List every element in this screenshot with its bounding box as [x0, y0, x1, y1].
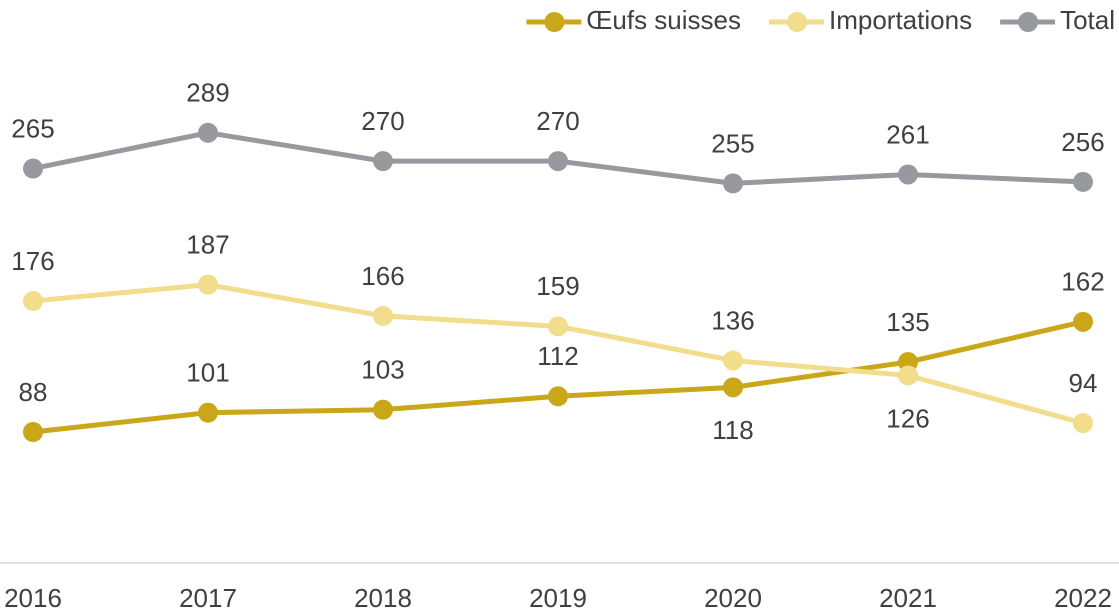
data-label: 101: [186, 358, 229, 388]
legend-marker: [787, 12, 807, 32]
point: [548, 386, 568, 407]
data-label: 88: [19, 377, 48, 407]
data-label: 135: [886, 307, 929, 337]
point: [723, 377, 743, 398]
data-label: 270: [536, 106, 579, 136]
data-label: 265: [11, 113, 54, 143]
data-label: 255: [711, 128, 754, 158]
data-label: 112: [537, 341, 578, 371]
point: [723, 173, 743, 194]
point: [23, 158, 43, 179]
x-tick-label: 2020: [704, 583, 762, 613]
x-tick-label: 2018: [354, 583, 412, 613]
point: [898, 365, 918, 386]
data-label: 118: [712, 415, 753, 445]
data-label: 162: [1061, 267, 1104, 297]
data-label: 289: [186, 78, 229, 108]
point: [1073, 413, 1093, 434]
point: [723, 350, 743, 371]
point: [373, 305, 393, 326]
data-label: 126: [886, 403, 929, 433]
point: [23, 422, 43, 443]
point: [23, 291, 43, 312]
point: [198, 402, 218, 423]
legend-label: Importations: [829, 5, 972, 35]
point: [548, 316, 568, 337]
data-label: 187: [186, 230, 229, 260]
x-tick-label: 2016: [4, 583, 62, 613]
data-label: 270: [361, 106, 404, 136]
data-label: 136: [711, 305, 754, 335]
data-label: 256: [1061, 127, 1104, 157]
legend-label: Œufs suisses: [586, 5, 741, 35]
legend-marker: [1018, 12, 1039, 32]
data-label: 166: [361, 261, 404, 291]
legend-marker: [544, 12, 565, 32]
point: [373, 151, 393, 172]
data-label: 159: [536, 271, 579, 301]
point: [198, 274, 218, 295]
data-label: 103: [361, 355, 404, 385]
x-tick-label: 2019: [529, 583, 587, 613]
x-tick-label: 2017: [179, 583, 237, 613]
x-tick-label: 2021: [879, 583, 937, 613]
legend-label: Total: [1060, 5, 1115, 35]
data-label: 176: [11, 246, 54, 276]
data-label: 261: [886, 119, 929, 149]
point: [898, 164, 918, 185]
point: [373, 399, 393, 420]
point: [548, 151, 568, 172]
point: [1073, 311, 1093, 332]
point: [198, 122, 218, 143]
data-label: 94: [1069, 368, 1098, 398]
point: [1073, 171, 1093, 192]
x-tick-label: 2022: [1054, 583, 1112, 613]
